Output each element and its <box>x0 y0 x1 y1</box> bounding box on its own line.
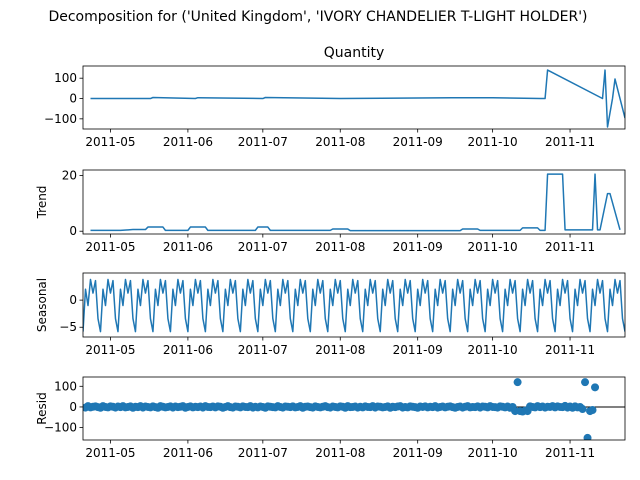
resid-points <box>83 378 600 440</box>
resid-point <box>583 433 592 440</box>
trend-xtick-label: 2011-08 <box>315 240 365 254</box>
resid-ytick-label: −100 <box>44 421 77 435</box>
resid-xtick-label: 2011-08 <box>315 446 365 460</box>
resid-xtick-label: 2011-11 <box>545 446 595 460</box>
resid-point <box>581 378 590 387</box>
resid-panel: 100 0 −100 2011-05 2011-06 2011-07 2011-08 2011… <box>35 376 626 460</box>
trend-ylabel: Trend <box>35 186 49 220</box>
observed-ytick-label: 100 <box>54 71 77 85</box>
seasonal-xtick-label: 2011-08 <box>315 343 365 357</box>
resid-xtick-label: 2011-05 <box>85 446 135 460</box>
seasonal-frame <box>82 272 626 338</box>
resid-xtick-label: 2011-09 <box>393 446 443 460</box>
observed-xtick-label: 2011-11 <box>545 135 595 149</box>
seasonal-panel: 0 −5 2011-05 2011-06 2011-07 2011-08 2011-09 20… <box>35 272 626 357</box>
trend-series-line <box>90 173 621 232</box>
resid-xtick-label: 2011-10 <box>468 446 518 460</box>
seasonal-ylabel: Seasonal <box>35 278 49 332</box>
seasonal-xtick-label: 2011-05 <box>85 343 135 357</box>
resid-point <box>588 406 597 415</box>
resid-ylabel: Resid <box>35 392 49 424</box>
figure-suptitle: Decomposition for ('United Kingdom', 'IV… <box>48 9 587 25</box>
resid-point <box>513 378 522 387</box>
resid-frame <box>82 376 626 441</box>
resid-xtick-label: 2011-06 <box>163 446 213 460</box>
observed-frame <box>82 65 626 130</box>
observed-xtick-label: 2011-08 <box>315 135 365 149</box>
trend-frame <box>82 169 626 235</box>
observed-ytick-label: −100 <box>44 112 77 126</box>
seasonal-xtick-label: 2011-06 <box>163 343 213 357</box>
trend-ytick-label: 20 <box>62 169 77 183</box>
trend-panel: 20 0 2011-05 2011-06 2011-07 2011-08 2011-09 20… <box>35 169 626 254</box>
observed-xtick-label: 2011-05 <box>85 135 135 149</box>
observed-ytick-label: 0 <box>69 92 77 106</box>
observed-xtick-label: 2011-07 <box>238 135 288 149</box>
resid-point <box>591 383 600 392</box>
trend-xtick-label: 2011-07 <box>238 240 288 254</box>
trend-xtick-label: 2011-06 <box>163 240 213 254</box>
seasonal-ytick-label: −5 <box>59 320 77 334</box>
observed-xtick-label: 2011-06 <box>163 135 213 149</box>
trend-xtick-label: 2011-05 <box>85 240 135 254</box>
resid-point <box>578 405 587 414</box>
observed-panel-title: Quantity <box>324 45 385 61</box>
observed-xtick-label: 2011-09 <box>393 135 443 149</box>
trend-xtick-label: 2011-11 <box>545 240 595 254</box>
observed-xtick-label: 2011-10 <box>468 135 518 149</box>
seasonal-xtick-label: 2011-11 <box>545 343 595 357</box>
resid-xtick-label: 2011-07 <box>238 446 288 460</box>
resid-ytick-label: 100 <box>54 379 77 393</box>
resid-ytick-label: 0 <box>69 400 77 414</box>
trend-ytick-label: 0 <box>69 224 77 238</box>
seasonal-ytick-label: 0 <box>69 293 77 307</box>
observed-panel: 100 0 −100 2011-05 2011-06 2011-07 2011-08 2011… <box>44 65 626 149</box>
seasonal-series-line <box>83 278 625 333</box>
observed-series-line <box>90 69 625 128</box>
trend-xtick-label: 2011-10 <box>468 240 518 254</box>
seasonal-xtick-label: 2011-10 <box>468 343 518 357</box>
trend-xtick-label: 2011-09 <box>393 240 443 254</box>
seasonal-xtick-label: 2011-07 <box>238 343 288 357</box>
seasonal-xtick-label: 2011-09 <box>393 343 443 357</box>
